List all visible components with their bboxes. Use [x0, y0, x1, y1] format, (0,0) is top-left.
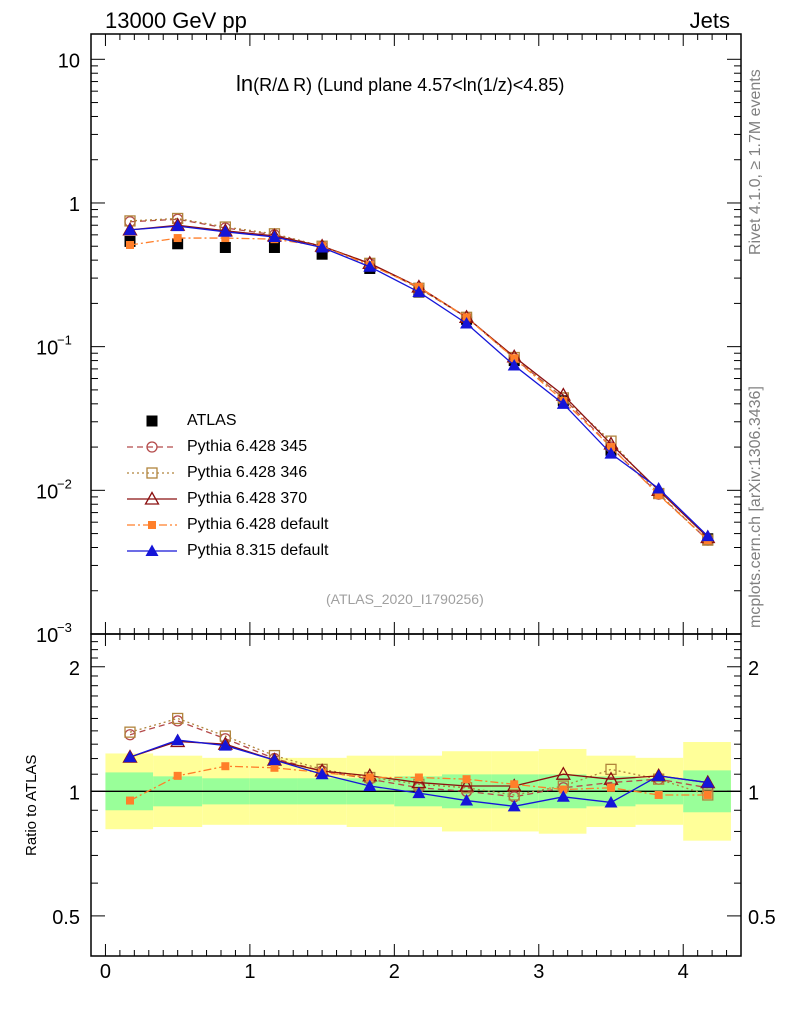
main-y-tick-label: 10 [36, 625, 58, 647]
ratio-point-p8def [315, 767, 329, 780]
main-point-p8def [556, 397, 570, 409]
main-point-p8def [507, 358, 521, 371]
ratio-point-p6def [510, 780, 519, 789]
ratio-series-line-p346 [129, 717, 708, 796]
main-point-p6def [221, 234, 230, 243]
ratio-point-p6def [270, 763, 279, 772]
legend-marker-data [146, 415, 158, 427]
plot-title: ln(R/Δ R) (Lund plane 4.57<ln(1/z)<4.85) [236, 71, 564, 97]
main-point-p6def [510, 354, 519, 363]
ratio-point-p6def [221, 762, 230, 771]
legend-label-p346: Pythia 6.428 346 [187, 464, 308, 481]
main-point-data [172, 238, 184, 250]
ratio-point-p6def [654, 790, 663, 799]
main-y-tick-label: 10 [36, 481, 58, 503]
x-tick-label: 3 [533, 961, 544, 983]
ratio-y-tick-label: 1 [69, 782, 80, 804]
ratio-point-p8def [123, 750, 137, 763]
ratio-y-tick-label-right: 0.5 [748, 907, 776, 929]
main-point-p8def [171, 219, 185, 232]
legend-marker-p346 [146, 467, 158, 479]
main-y-tick-exponent: −1 [57, 333, 72, 348]
legend-marker-p8def [145, 544, 159, 556]
ratio-point-p6def [173, 771, 182, 780]
ratio-point-p6def [414, 773, 423, 782]
ratio-point-p346 [172, 712, 184, 725]
header-jets-label: Jets [689, 8, 730, 33]
ratio-point-p8def [412, 786, 426, 799]
ratio-point-p8def [604, 795, 618, 808]
main-point-p8def [412, 285, 426, 298]
legend-label-data: ATLAS [187, 412, 237, 429]
x-tick-label: 2 [389, 961, 400, 983]
ratio-y-tick-label: 2 [69, 658, 80, 680]
main-y-tick-exponent: −2 [57, 476, 72, 491]
analysis-id-label: (ATLAS_2020_I1790256) [326, 591, 484, 607]
main-point-p8def [363, 260, 377, 272]
main-point-data [316, 248, 328, 260]
main-point-p6def [126, 240, 134, 249]
ratio-y-tick-label: 0.5 [52, 907, 80, 929]
ratio-plot-frame [90, 633, 742, 957]
ratio-point-p6def [462, 775, 471, 784]
ratio-point-p345 [172, 715, 184, 727]
plot-title-rest: (R/Δ R) (Lund plane 4.57<ln(1/z)<4.85) [253, 75, 565, 95]
main-point-p8def [267, 230, 281, 242]
header-energy-label: 13000 GeV pp [105, 8, 247, 33]
main-point-data [268, 241, 280, 253]
main-point-p8def [652, 481, 666, 494]
legend-label-p6def: Pythia 6.428 default [187, 516, 329, 533]
main-y-tick-exponent: −3 [57, 620, 72, 635]
ratio-y-axis-label: Ratio to ATLAS [23, 754, 40, 856]
main-point-p8def [701, 529, 715, 542]
ratio-point-p8def [507, 799, 521, 812]
mcplots-reference-label: mcplots.cern.ch [arXiv:1306.3436] [747, 386, 764, 628]
ratio-point-p8def [218, 739, 232, 751]
ratio-point-p6def [703, 790, 712, 799]
legend-marker-p370 [144, 491, 160, 505]
ratio-point-p370 [458, 778, 475, 792]
plot-title-prefix: ln [236, 71, 254, 96]
ratio-y-tick-label-right: 1 [748, 782, 759, 804]
ratio-point-p6def [559, 785, 568, 794]
ratio-point-p6def [365, 773, 374, 782]
main-point-p8def [604, 447, 618, 459]
main-point-p6def [173, 234, 182, 243]
x-tick-label: 0 [100, 961, 111, 983]
ratio-point-p8def [363, 779, 377, 792]
main-point-p8def [315, 240, 329, 253]
ratio-point-p8def [701, 776, 715, 788]
x-tick-label: 1 [244, 961, 255, 983]
legend-marker-p345 [146, 441, 158, 453]
main-y-tick-label: 10 [58, 50, 80, 72]
legend-label-p8def: Pythia 8.315 default [187, 542, 329, 559]
ratio-point-p8def [556, 790, 570, 802]
ratio-point-p346 [124, 726, 136, 738]
main-point-p8def [123, 223, 137, 235]
x-tick-label: 4 [678, 961, 689, 983]
main-point-p8def [218, 225, 232, 237]
main-point-p8def [460, 316, 474, 329]
ratio-point-p8def [460, 794, 474, 806]
main-point-data [219, 241, 231, 253]
legend-label-p345: Pythia 6.428 345 [187, 438, 308, 455]
main-y-tick-label: 10 [36, 338, 58, 360]
ratio-point-p6def [607, 783, 615, 792]
ratio-point-p8def [171, 733, 185, 746]
ratio-point-p8def [267, 753, 281, 766]
ratio-y-tick-label-right: 2 [748, 658, 759, 680]
main-point-p6def [607, 443, 615, 452]
ratio-point-p346 [605, 763, 617, 776]
ratio-point-p8def [652, 769, 666, 781]
main-point-p6def [654, 490, 663, 499]
ratio-point-p370 [555, 766, 571, 780]
rivet-version-label: Rivet 4.1.0, ≥ 1.7M events [747, 69, 764, 255]
main-y-tick-label: 1 [69, 194, 80, 216]
legend-label-p370: Pythia 6.428 370 [187, 490, 308, 507]
legend-marker-p6def [148, 521, 156, 529]
ratio-point-p6def [126, 796, 134, 805]
